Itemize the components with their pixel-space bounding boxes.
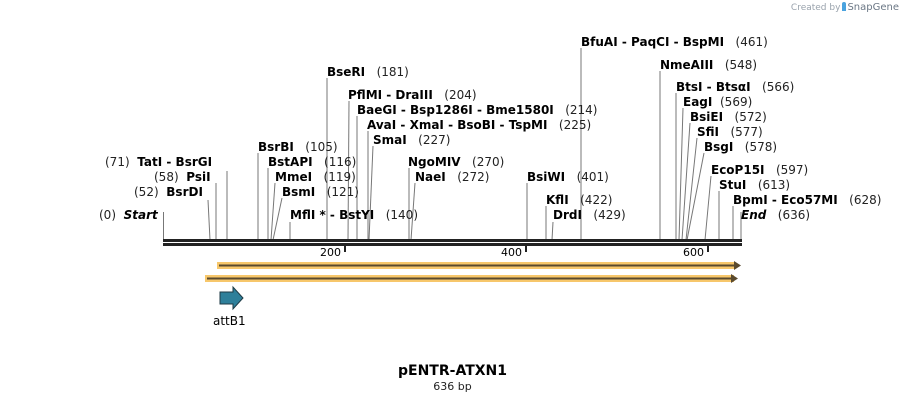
site-bsiei[interactable]: BsiEI (572)	[690, 110, 767, 124]
ruler-label-400: 400	[501, 246, 522, 259]
site-nmeaiii[interactable]: NmeAIII (548)	[660, 58, 758, 72]
site-mmei[interactable]: MmeI (119)	[275, 170, 356, 184]
site-sfii[interactable]: SfiI (577)	[697, 125, 763, 139]
site-bsmi[interactable]: BsmI (121)	[282, 185, 359, 199]
site-btsi-btsai[interactable]: BtsI - BtsαI (566)	[676, 80, 795, 94]
snapgene-credit: Created by SnapGene	[790, 2, 899, 13]
site-end[interactable]: End (636)	[741, 208, 811, 222]
site-bsrdi[interactable]: (52) BsrDI	[134, 185, 203, 199]
site-kfli[interactable]: KflI (422)	[546, 193, 613, 207]
ruler-label-200: 200	[320, 246, 341, 259]
sequence-length: 636 bp	[433, 380, 472, 393]
site-lines	[163, 48, 742, 241]
site-drdi[interactable]: DrdI (429)	[553, 208, 626, 222]
primer-track-1[interactable]	[217, 261, 741, 270]
snapgene-logo-icon	[842, 2, 847, 11]
site-eagi[interactable]: EagI (569)	[683, 95, 753, 109]
ruler-ticks	[344, 246, 709, 252]
site-bsgi[interactable]: BsgI (578)	[704, 140, 778, 154]
site-bfuai-paqci-bspmi[interactable]: BfuAI - PaqCI - BspMI (461)	[581, 35, 768, 49]
site-ecop15i[interactable]: EcoP15I (597)	[711, 163, 809, 177]
site-bsiwi[interactable]: BsiWI (401)	[527, 170, 609, 184]
site-naei[interactable]: NaeI (272)	[415, 170, 490, 184]
site-pflmi-draiii[interactable]: PflMI - DraIII (204)	[348, 88, 477, 102]
site-ngomiv[interactable]: NgoMIV (270)	[408, 155, 505, 169]
site-bstapi[interactable]: BstAPI (116)	[268, 155, 357, 169]
site-bpmi-eco57mi[interactable]: BpmI - Eco57MI (628)	[733, 193, 882, 207]
site-smai[interactable]: SmaI (227)	[373, 133, 451, 147]
attb1-label[interactable]: attB1	[213, 314, 246, 328]
ruler-label-600: 600	[683, 246, 704, 259]
attb1-feature-arrow-icon[interactable]	[219, 285, 244, 311]
primer-track-2[interactable]	[205, 274, 738, 283]
site-baegi-bsp1286i-bme1580i[interactable]: BaeGI - Bsp1286I - Bme1580I (214)	[357, 103, 598, 117]
site-bsrbi[interactable]: BsrBI (105)	[258, 140, 338, 154]
site-tati-bsrgi[interactable]: (71) TatI - BsrGI	[105, 155, 213, 169]
top-strand	[163, 239, 742, 242]
site-bseri[interactable]: BseRI (181)	[327, 65, 409, 79]
site-stui[interactable]: StuI (613)	[719, 178, 791, 192]
sequence-name: pENTR-ATXN1	[398, 363, 507, 379]
site-psii[interactable]: (58) PsiI	[154, 170, 211, 184]
site-start[interactable]: (0) Start	[99, 208, 158, 222]
bottom-strand	[163, 243, 742, 246]
site-mfli-bstyi[interactable]: MflI * - BstYI (140)	[290, 208, 419, 222]
site-avai-xmai-bsobi-tspmi[interactable]: AvaI - XmaI - BsoBI - TspMI (225)	[367, 118, 592, 132]
